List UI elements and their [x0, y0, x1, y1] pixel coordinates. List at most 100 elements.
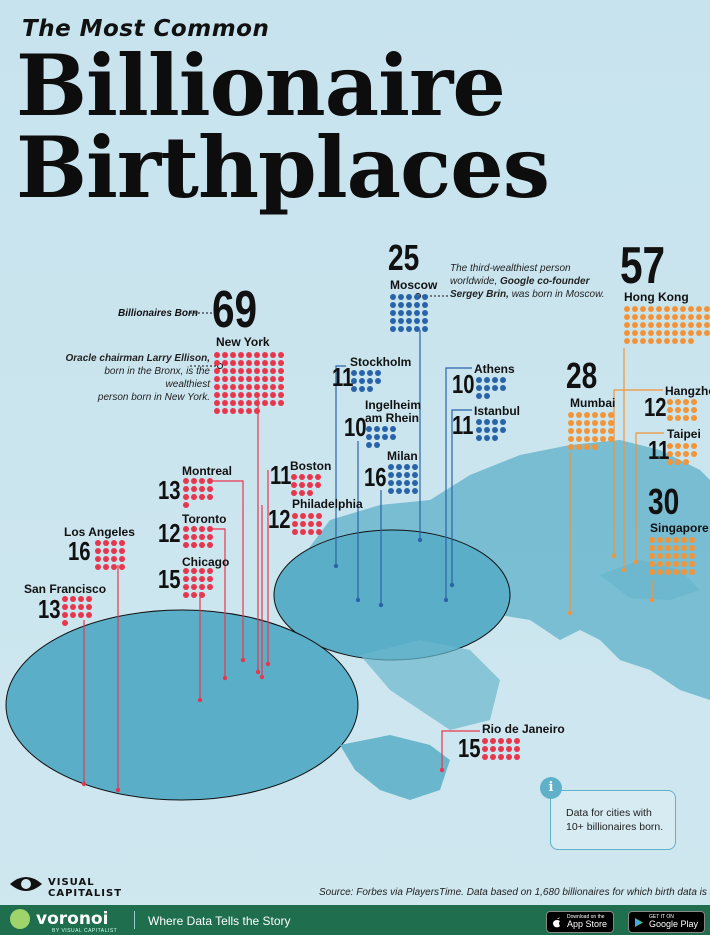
billionaire-dot: [506, 738, 512, 744]
city-location-marker-montreal: [240, 657, 246, 663]
city-location-marker-new-york: [255, 669, 261, 675]
billionaire-dot: [584, 420, 590, 426]
billionaire-dot: [278, 392, 284, 398]
billionaire-dot: [366, 434, 372, 440]
billionaire-dot: [103, 564, 109, 570]
billionaire-dot: [246, 392, 252, 398]
billionaire-dot: [673, 537, 679, 543]
city-label-san-francisco: San Francisco: [24, 582, 107, 596]
billionaire-dot: [422, 326, 428, 332]
billionaire-dot: [514, 754, 520, 760]
billionaire-dot: [667, 459, 673, 465]
billionaire-dot: [667, 451, 673, 457]
city-label-hong-kong: Hong Kong: [624, 290, 689, 304]
billionaire-dot: [500, 385, 506, 391]
dot-grid-new-york: [214, 352, 284, 414]
billionaire-dot: [278, 360, 284, 366]
source-note: Source: Forbes via PlayersTime. Data bas…: [319, 887, 710, 898]
billionaire-dot: [476, 427, 482, 433]
billionaire-dot: [214, 376, 220, 382]
city-count-taipei: 11: [648, 435, 670, 465]
billionaire-dot: [183, 478, 189, 484]
billionaire-dot: [278, 352, 284, 358]
billionaire-dot: [278, 384, 284, 390]
billionaire-dot: [691, 399, 697, 405]
billionaire-dot: [672, 306, 678, 312]
billionaire-dot: [238, 376, 244, 382]
billionaire-dot: [86, 604, 92, 610]
billionaire-dot: [222, 368, 228, 374]
billionaire-dot: [262, 368, 268, 374]
voronoi-brand[interactable]: voronoi: [36, 909, 109, 929]
billionaire-dot: [374, 426, 380, 432]
billionaire-dot: [359, 370, 365, 376]
google-play-button[interactable]: GET IT ON Google Play: [628, 911, 706, 933]
billionaire-dot: [230, 400, 236, 406]
city-count-moscow: 25: [388, 237, 420, 278]
billionaire-dot: [78, 596, 84, 602]
billionaire-dot: [680, 306, 686, 312]
billionaire-dot: [262, 384, 268, 390]
billionaire-dot: [62, 620, 68, 626]
billionaire-dot: [404, 488, 410, 494]
billionaire-dot: [500, 377, 506, 383]
billionaire-dot: [191, 592, 197, 598]
billionaire-dot: [673, 553, 679, 559]
billionaire-dot: [648, 330, 654, 336]
billionaire-dot: [246, 400, 252, 406]
billionaire-dot: [680, 338, 686, 344]
billionaire-dot: [624, 338, 630, 344]
billionaire-dot: [691, 443, 697, 449]
dot-grid-montreal: [183, 478, 213, 508]
billionaire-dot: [592, 420, 598, 426]
billionaire-dot: [398, 302, 404, 308]
billionaire-dot: [396, 472, 402, 478]
city-location-marker-stockholm: [333, 563, 339, 569]
billionaire-dot: [490, 738, 496, 744]
billionaire-dot: [62, 604, 68, 610]
billionaire-dot: [696, 330, 702, 336]
billionaire-dot: [492, 377, 498, 383]
billionaire-dot: [199, 584, 205, 590]
billionaire-dot: [640, 314, 646, 320]
billionaire-dot: [689, 569, 695, 575]
billionaire-dot: [191, 584, 197, 590]
city-location-marker-moscow: [417, 537, 423, 543]
billionaire-dot: [704, 306, 710, 312]
billionaire-dot: [374, 434, 380, 440]
billionaire-dot: [199, 592, 205, 598]
billionaire-dot: [656, 314, 662, 320]
city-label-new-york: New York: [216, 335, 270, 349]
billionaire-dot: [351, 378, 357, 384]
billionaire-dot: [207, 494, 213, 500]
city-count-los-angeles: 16: [68, 536, 91, 566]
city-count-istanbul: 11: [452, 410, 474, 440]
billionaire-dot: [680, 330, 686, 336]
billionaire-dot: [592, 412, 598, 418]
billionaire-dot: [86, 612, 92, 618]
billionaire-dot: [624, 314, 630, 320]
app-store-button[interactable]: Download on the App Store: [546, 911, 615, 933]
billionaire-dot: [632, 338, 638, 344]
dot-grid-taipei: [667, 443, 697, 465]
city-count-toronto: 12: [158, 518, 181, 548]
billionaire-dot: [270, 400, 276, 406]
billionaire-dot: [664, 322, 670, 328]
city-location-marker-taipei: [633, 559, 639, 565]
billionaire-dot: [681, 553, 687, 559]
billionaire-dot: [406, 294, 412, 300]
billionaire-dot: [506, 754, 512, 760]
billionaire-dot: [482, 738, 488, 744]
city-label-rio-de-janeiro: Rio de Janeiro: [482, 722, 565, 736]
billionaire-dot: [278, 368, 284, 374]
dot-grid-los-angeles: [95, 540, 125, 570]
dot-grid-singapore: [649, 537, 695, 575]
billionaire-dot: [689, 561, 695, 567]
billionaire-dot: [691, 415, 697, 421]
billionaire-dot: [238, 352, 244, 358]
billionaire-dot: [673, 569, 679, 575]
dot-grid-philadelphia: [292, 513, 322, 535]
billionaire-dot: [262, 352, 268, 358]
billionaire-dot: [390, 326, 396, 332]
city-label-philadelphia: Philadelphia: [292, 497, 363, 511]
